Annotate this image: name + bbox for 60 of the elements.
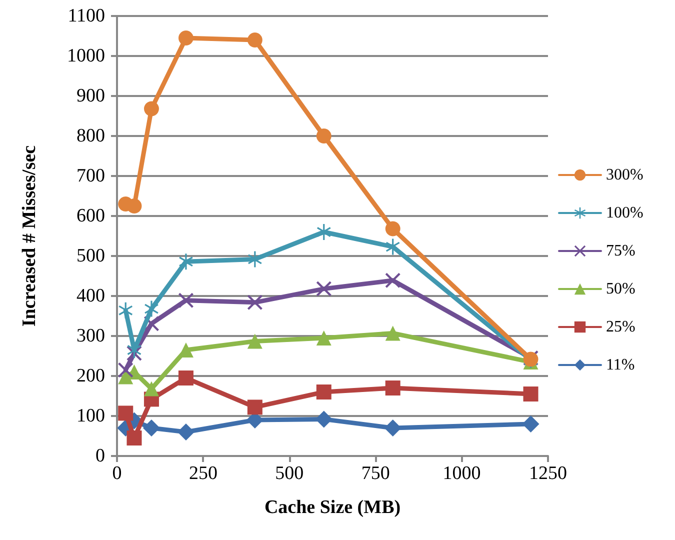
x-tick-label: 0: [112, 463, 122, 484]
y-tick-label: 600: [76, 206, 105, 226]
point: [126, 198, 142, 214]
point: [385, 221, 400, 236]
y-tick-label: 0: [96, 446, 105, 466]
legend-label: 100%: [606, 204, 644, 222]
point: [178, 370, 194, 386]
point: [315, 410, 332, 428]
point: [316, 330, 332, 346]
point: [317, 224, 331, 240]
y-tick-label: 700: [76, 166, 105, 186]
y-tick-label: 200: [76, 366, 105, 386]
point: [144, 300, 158, 317]
x-tick-label: 750: [361, 463, 390, 484]
y-tick-label: 1100: [68, 6, 105, 26]
legend-label: 25%: [606, 318, 636, 336]
point: [316, 128, 332, 144]
point: [522, 416, 540, 432]
point: [248, 251, 262, 268]
point: [127, 342, 142, 358]
point: [385, 380, 400, 396]
point: [247, 334, 262, 349]
point: [144, 101, 159, 116]
legend-label: 75%: [606, 242, 636, 260]
point: [178, 30, 194, 46]
point: [384, 420, 402, 436]
y-tick-label: 300: [76, 326, 105, 346]
point: [385, 326, 400, 341]
x-tick-label: 1000: [442, 463, 481, 484]
y-tick-label: 400: [76, 286, 105, 306]
y-axis-title: Increased # Misses/sec: [19, 145, 40, 327]
point: [118, 302, 132, 318]
point: [177, 424, 194, 440]
point: [126, 430, 142, 446]
y-tick-label: 800: [76, 126, 105, 146]
x-axis-title: Cache Size (MB): [264, 497, 401, 518]
x-tick-label: 1250: [529, 463, 567, 484]
y-tick-label: 900: [76, 86, 105, 106]
y-tick-label: 1000: [67, 46, 105, 66]
point: [247, 294, 262, 310]
legend-label: 300%: [606, 166, 644, 184]
x-tick-label: 500: [275, 463, 304, 484]
legend-label: 11%: [606, 356, 635, 374]
point: [247, 400, 262, 415]
point: [247, 32, 262, 48]
point: [316, 384, 332, 400]
point: [178, 292, 194, 308]
point: [316, 281, 332, 296]
y-tick-label: 100: [76, 406, 105, 426]
point: [142, 420, 160, 436]
point: [386, 238, 400, 255]
x-tick-label: 250: [188, 463, 218, 484]
point: [523, 386, 538, 402]
y-tick-label: 500: [76, 246, 105, 266]
point: [179, 254, 193, 270]
point: [118, 362, 134, 378]
point: [118, 406, 134, 421]
legend-label: 50%: [606, 280, 636, 298]
point: [144, 381, 159, 396]
point: [385, 272, 400, 288]
